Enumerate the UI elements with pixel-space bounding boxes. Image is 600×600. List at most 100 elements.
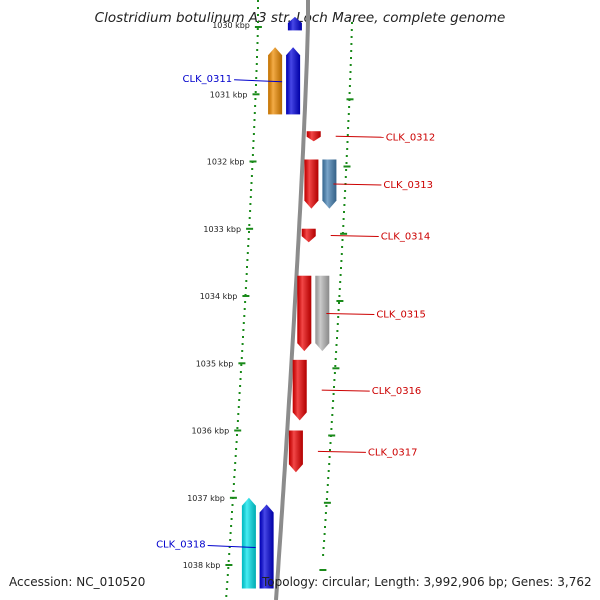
orange-gene-shading (268, 47, 283, 115)
inner-dotted-track (256, 42, 259, 44)
gene-label[interactable]: CLK_0313 (383, 180, 433, 191)
outer-dotted-track (332, 400, 335, 402)
inner-dotted-track (248, 217, 251, 219)
inner-dotted-track (241, 343, 244, 345)
inner-dotted-track (252, 140, 255, 142)
inner-dotted-track (248, 224, 251, 226)
kbp-tick (238, 362, 246, 365)
kbp-label: 1031 kbp (210, 90, 248, 99)
kbp-label: 1030 kbp (212, 21, 250, 30)
outer-dotted-track (345, 162, 348, 164)
outer-dotted-track (323, 533, 326, 535)
outer-dotted-track (334, 358, 337, 360)
inner-dotted-track (245, 273, 248, 275)
steelblue-gene-shading (322, 159, 337, 209)
outer-dotted-track (332, 393, 335, 395)
clk-0311-gene-shading (286, 47, 301, 115)
inner-dotted-track (256, 28, 259, 30)
gene-label[interactable]: CLK_0316 (372, 386, 422, 397)
outer-dotted-track (326, 491, 329, 493)
top-forward-gene-shading (287, 16, 302, 31)
inner-dotted-track (257, 14, 259, 16)
outer-dotted-track (334, 365, 337, 367)
kbp-tick (229, 496, 237, 499)
gene-label[interactable]: CLK_0315 (376, 309, 426, 320)
gene-label[interactable]: CLK_0311 (183, 74, 233, 85)
inner-dotted-track (232, 490, 235, 492)
outer-tick (346, 98, 354, 101)
outer-dotted-track (347, 127, 350, 129)
outer-dotted-track (346, 134, 349, 136)
outer-dotted-track (350, 50, 353, 52)
outer-dotted-track (333, 379, 336, 381)
gene-label[interactable]: CLK_0317 (368, 447, 418, 458)
outer-dotted-track (337, 309, 340, 311)
inner-dotted-track (242, 322, 245, 324)
kbp-tick (252, 93, 260, 96)
inner-dotted-track (235, 448, 238, 450)
inner-dotted-track (234, 455, 237, 457)
outer-dotted-track (348, 92, 351, 94)
inner-dotted-track (237, 413, 240, 415)
kbp-tick (246, 227, 254, 230)
inner-dotted-track (250, 175, 253, 177)
kbp-tick (254, 26, 262, 28)
inner-dotted-track (228, 546, 231, 548)
inner-dotted-track (249, 203, 252, 205)
inner-dotted-track (256, 49, 259, 51)
outer-dotted-track (336, 337, 338, 339)
gene-label[interactable]: CLK_0312 (386, 132, 436, 143)
outer-dotted-track (335, 344, 338, 346)
outer-dotted-track (346, 141, 349, 143)
inner-dotted-track (230, 518, 233, 520)
kbp-label: 1032 kbp (207, 158, 245, 167)
inner-dotted-track (252, 147, 255, 149)
outer-dotted-track (322, 547, 325, 549)
inner-dotted-track (242, 336, 244, 338)
outer-dotted-track (325, 498, 328, 500)
outer-dotted-track (333, 386, 335, 388)
outer-dotted-track (350, 43, 353, 45)
gene-label[interactable]: CLK_0318 (156, 540, 206, 551)
label-connector (321, 389, 370, 392)
kbp-label: 1034 kbp (200, 292, 238, 301)
inner-dotted-track (255, 63, 258, 65)
inner-dotted-track (228, 553, 231, 555)
cyan-gene-shading (241, 497, 256, 589)
outer-dotted-track (348, 106, 351, 108)
outer-dotted-track (339, 274, 342, 276)
inner-dotted-track (248, 231, 250, 233)
outer-dotted-track (343, 211, 345, 213)
inner-dotted-track (239, 385, 242, 387)
outer-dotted-track (350, 57, 352, 59)
outer-tick (332, 367, 340, 370)
inner-dotted-track (257, 7, 259, 9)
inner-dotted-track (239, 378, 242, 380)
kbp-label: 1038 kbp (183, 561, 221, 570)
label-connector (330, 234, 379, 237)
inner-dotted-track (225, 588, 228, 590)
kbp-tick (225, 564, 233, 566)
outer-tick (336, 300, 344, 302)
outer-dotted-track (324, 512, 327, 514)
inner-dotted-track (233, 469, 236, 471)
outer-dotted-track (338, 295, 341, 297)
outer-dotted-track (331, 414, 334, 416)
outer-dotted-track (327, 470, 330, 472)
label-connector (335, 135, 384, 138)
inner-dotted-track (245, 280, 248, 282)
inner-dotted-track (250, 189, 253, 191)
kbp-label: 1036 kbp (191, 427, 229, 436)
outer-dotted-track (328, 456, 331, 458)
outer-dotted-track (348, 85, 351, 87)
clk-0313-gene-shading (304, 159, 319, 209)
outer-dotted-track (349, 64, 352, 66)
inner-dotted-track (251, 168, 254, 170)
inner-dotted-track (236, 420, 239, 422)
outer-dotted-track (338, 288, 341, 290)
inner-dotted-track (234, 462, 237, 464)
outer-dotted-track (330, 421, 333, 423)
gene-label[interactable]: CLK_0314 (381, 231, 431, 242)
outer-dotted-track (324, 519, 327, 521)
genome-backbone (274, 0, 310, 600)
